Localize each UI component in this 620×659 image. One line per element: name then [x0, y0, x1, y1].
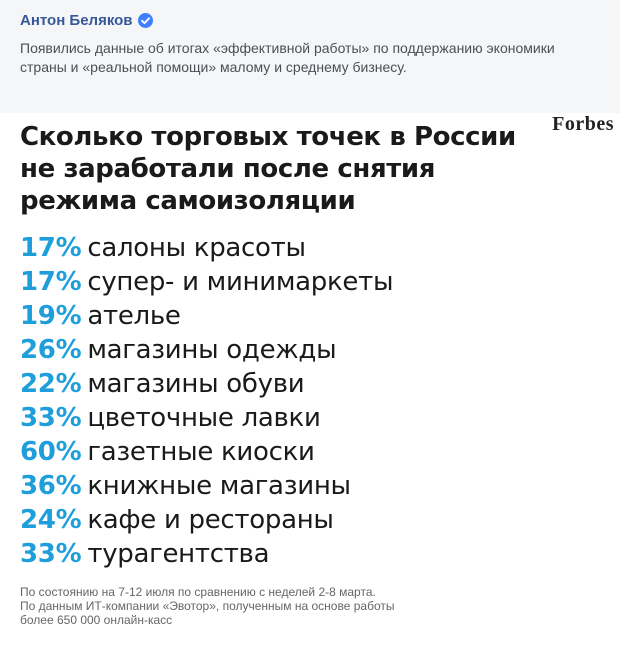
stat-value: 17%: [20, 267, 82, 297]
verified-badge-icon: [137, 12, 153, 28]
stat-label: магазины одежды: [87, 335, 337, 365]
stat-value: 24%: [20, 505, 82, 535]
stat-value: 22%: [20, 369, 82, 399]
list-item: 19% ателье: [20, 299, 620, 333]
stat-label: газетные киоски: [87, 437, 315, 467]
infographic-card: Forbes Сколько торговых точек в России н…: [0, 113, 620, 659]
list-item: 33% цветочные лавки: [20, 401, 620, 435]
stat-value: 33%: [20, 539, 82, 569]
list-item: 24% кафе и рестораны: [20, 503, 620, 537]
list-item: 22% магазины обуви: [20, 367, 620, 401]
stat-value: 19%: [20, 301, 82, 331]
stat-label: салоны красоты: [87, 233, 306, 263]
list-item: 17% салоны красоты: [20, 231, 620, 265]
stat-value: 60%: [20, 437, 82, 467]
stat-label: магазины обуви: [87, 369, 305, 399]
stat-label: супер- и минимаркеты: [87, 267, 394, 297]
post-text: Появились данные об итогах «эффективной …: [20, 40, 555, 75]
author-row: Антон Беляков: [20, 9, 620, 31]
author-name-link[interactable]: Антон Беляков: [20, 11, 133, 29]
list-item: 17% супер- и минимаркеты: [20, 265, 620, 299]
post-header: Антон Беляков Появились данные об итогах…: [0, 0, 620, 113]
footnote-line: По данным ИТ-компании «Эвотор», полученн…: [20, 599, 395, 613]
forbes-logo: Forbes: [552, 113, 614, 135]
source-footnote: По состоянию на 7-12 июля по сравнению с…: [20, 585, 620, 627]
list-item: 26% магазины одежды: [20, 333, 620, 367]
footnote-line: По состоянию на 7-12 июля по сравнению с…: [20, 585, 376, 599]
stat-list: 17% салоны красоты 17% супер- и минимаркет…: [20, 231, 620, 571]
list-item: 36% книжные магазины: [20, 469, 620, 503]
stat-label: книжные магазины: [87, 471, 351, 501]
infographic-headline: Сколько торговых точек в России не зараб…: [20, 122, 516, 216]
list-item: 60% газетные киоски: [20, 435, 620, 469]
stat-label: цветочные лавки: [87, 403, 321, 433]
stat-value: 36%: [20, 471, 82, 501]
stat-label: кафе и рестораны: [87, 505, 334, 535]
list-item: 33% турагентства: [20, 537, 620, 571]
footnote-line: более 650 000 онлайн-касс: [20, 613, 173, 627]
stat-label: турагентства: [87, 539, 270, 569]
stat-value: 26%: [20, 335, 82, 365]
stat-label: ателье: [87, 301, 181, 331]
stat-value: 17%: [20, 233, 82, 263]
stat-value: 33%: [20, 403, 82, 433]
